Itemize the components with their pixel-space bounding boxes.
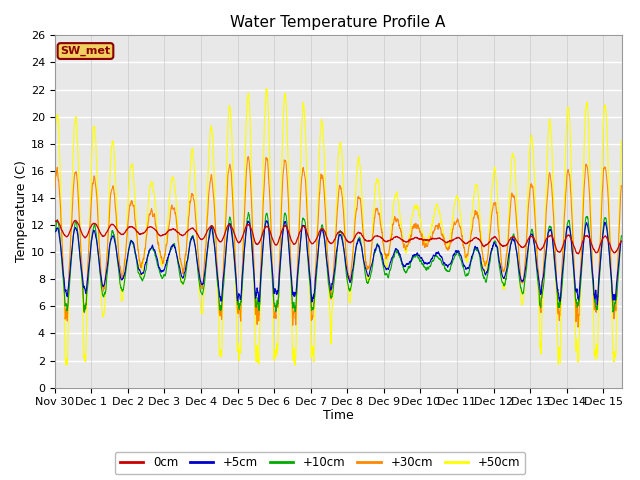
Legend: 0cm, +5cm, +10cm, +30cm, +50cm: 0cm, +5cm, +10cm, +30cm, +50cm	[115, 452, 525, 474]
Text: SW_met: SW_met	[60, 46, 111, 56]
X-axis label: Time: Time	[323, 409, 353, 422]
Y-axis label: Temperature (C): Temperature (C)	[15, 161, 28, 263]
Title: Water Temperature Profile A: Water Temperature Profile A	[230, 15, 446, 30]
